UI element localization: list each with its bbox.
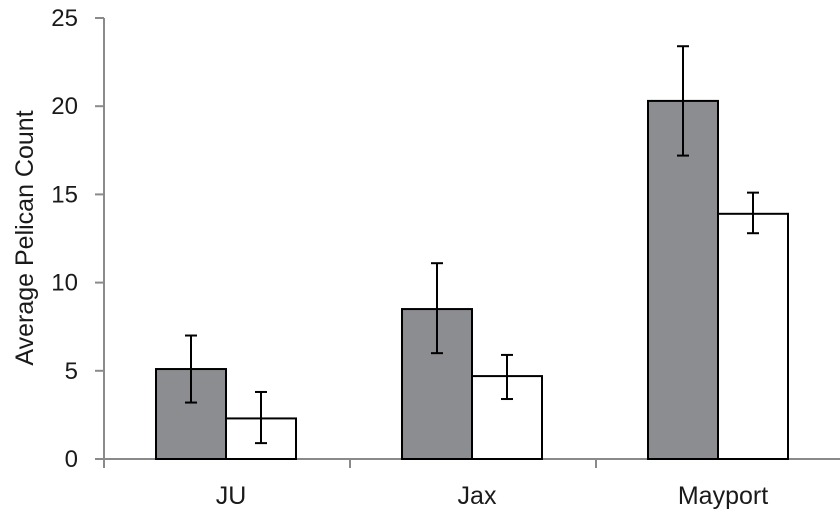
x-category-label: Mayport [678, 482, 768, 510]
y-tick-label: 0 [65, 446, 78, 473]
error-bars [185, 45, 759, 445]
x-axis: JU Jax Mayport [103, 458, 840, 510]
y-tick-label: 10 [51, 270, 78, 297]
bar [647, 99, 719, 461]
y-tick-label: 5 [65, 358, 78, 385]
bar [717, 212, 789, 460]
y-axis-title: Average Pelican Count [11, 110, 39, 365]
y-axis: 0 5 10 15 20 25 [51, 5, 105, 473]
x-category-label: Jax [458, 482, 497, 510]
bars [155, 99, 789, 461]
y-tick-label: 25 [51, 5, 78, 32]
y-tick-label: 15 [51, 181, 78, 208]
y-tick-label: 20 [51, 93, 78, 120]
x-category-label: JU [216, 482, 247, 510]
